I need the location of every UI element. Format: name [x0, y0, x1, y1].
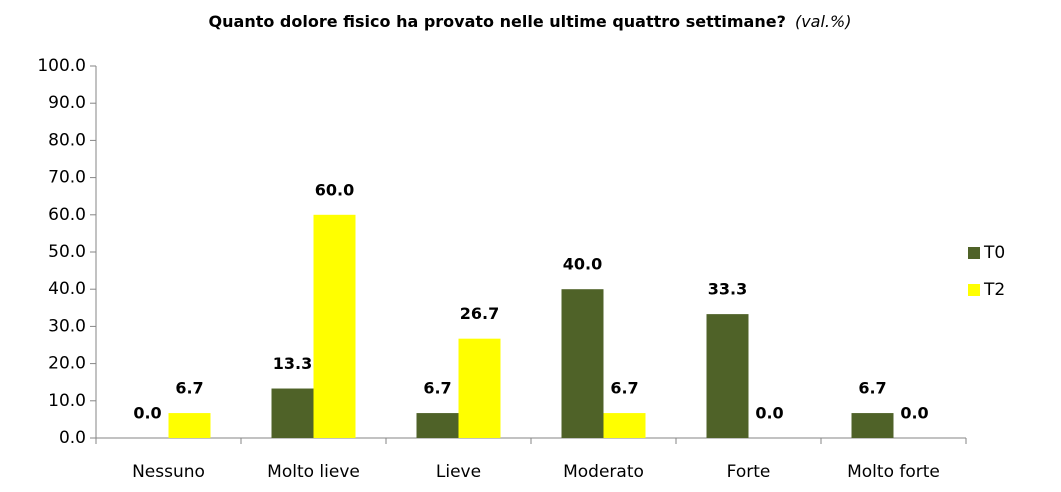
value-label: 40.0 [563, 255, 602, 274]
value-label: 0.0 [133, 404, 161, 423]
bar [168, 413, 211, 438]
y-tick-label: 90.0 [48, 93, 86, 113]
legend-swatch [968, 284, 980, 296]
value-label: 6.7 [175, 379, 203, 398]
y-tick-label: 0.0 [59, 428, 86, 448]
value-label: 0.0 [900, 404, 928, 423]
y-tick-label: 30.0 [48, 316, 86, 336]
value-label: 60.0 [315, 180, 354, 199]
value-label: 6.7 [858, 379, 886, 398]
bar [706, 314, 749, 438]
title-main: Quanto dolore fisico ha provato nelle ul… [209, 12, 786, 31]
x-tick-label: Nessuno [132, 462, 205, 482]
x-tick-label: Molto lieve [267, 462, 360, 482]
bar [271, 388, 314, 438]
bar [313, 214, 356, 438]
value-label: 6.7 [610, 379, 638, 398]
value-label: 33.3 [708, 280, 747, 299]
value-label: 26.7 [460, 304, 499, 323]
bar [458, 338, 501, 438]
y-tick-label: 60.0 [48, 205, 86, 225]
title-note: (val.%) [795, 12, 852, 31]
y-tick-label: 100.0 [37, 56, 86, 76]
y-tick-label: 50.0 [48, 242, 86, 262]
bar [561, 289, 604, 438]
y-tick-label: 80.0 [48, 130, 86, 150]
value-label: 0.0 [755, 404, 783, 423]
bar [416, 413, 459, 438]
x-tick-label: Forte [727, 462, 771, 482]
x-tick-label: Moderato [563, 462, 644, 482]
legend-label: T2 [983, 280, 1005, 300]
x-tick-label: Lieve [436, 462, 481, 482]
y-tick-label: 40.0 [48, 279, 86, 299]
bar [851, 413, 894, 438]
bar [603, 413, 646, 438]
y-tick-label: 70.0 [48, 168, 86, 188]
y-tick-label: 20.0 [48, 354, 86, 374]
x-tick-label: Molto forte [847, 462, 940, 482]
chart-title: Quanto dolore fisico ha provato nelle ul… [209, 12, 852, 31]
value-label: 6.7 [423, 379, 451, 398]
y-tick-label: 10.0 [48, 391, 86, 411]
legend-swatch [968, 247, 980, 259]
legend-label: T0 [983, 243, 1005, 263]
value-label: 13.3 [273, 354, 312, 373]
